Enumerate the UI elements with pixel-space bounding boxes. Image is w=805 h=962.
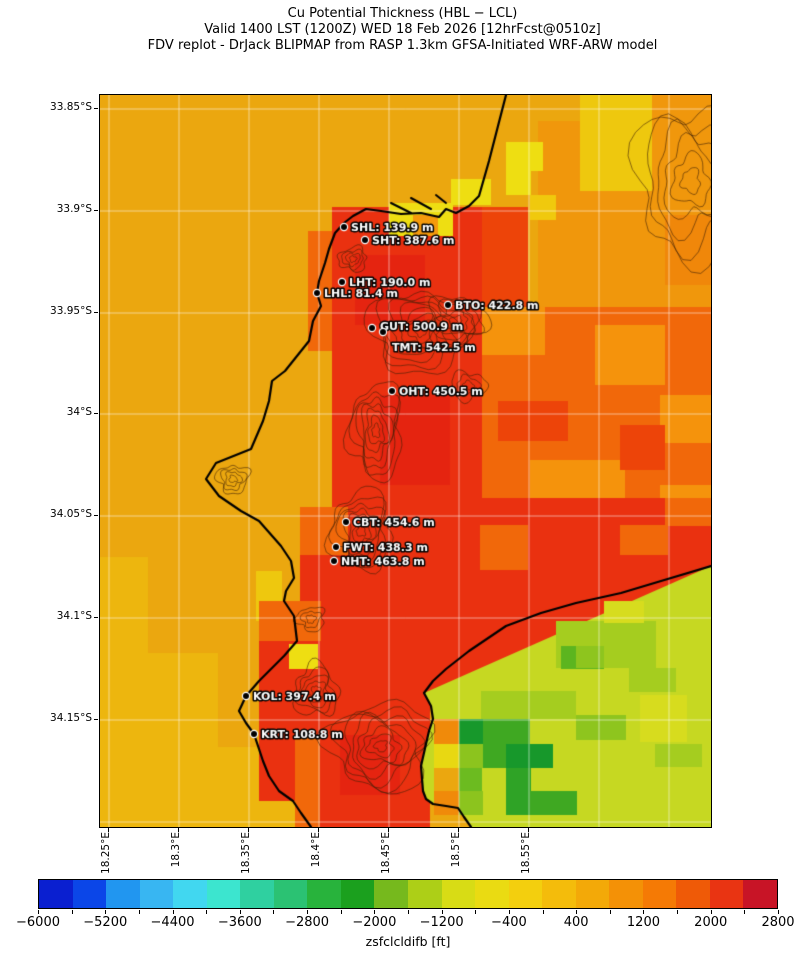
latitude-tick-mark <box>94 108 98 109</box>
longitude-tick-mark <box>318 828 319 832</box>
colorbar-tick-label: 400 <box>563 915 589 930</box>
longitude-tick-mark <box>528 828 529 832</box>
longitude-tick-label: 18.25°E <box>100 832 112 874</box>
colorbar-segment <box>642 880 677 908</box>
colorbar-tick-label: −6000 <box>16 915 60 930</box>
colorbar-tick-label: −400 <box>491 915 527 930</box>
colorbar-segment <box>441 880 476 908</box>
colorbar-tick-label: −5200 <box>83 915 128 930</box>
latitude-tick-label: 34.15°S <box>50 712 92 724</box>
colorbar-segment <box>575 880 610 908</box>
colorbar-segment <box>475 880 509 908</box>
colorbar-segment <box>340 880 375 908</box>
colorbar-segment <box>609 880 643 908</box>
colorbar-tick-mark <box>307 910 309 914</box>
colorbar-tick-mark <box>408 910 409 914</box>
plot-model-info: FDV replot - DrJack BLIPMAP from RASP 1.… <box>147 38 658 53</box>
longitude-tick-label: 18.35°E <box>240 832 252 874</box>
colorbar-tick-label: 2800 <box>761 915 795 930</box>
colorbar-segment <box>106 880 140 908</box>
colorbar-tick-mark <box>475 910 477 914</box>
longitude-tick-label: 18.5°E <box>450 832 462 868</box>
latitude-tick-mark <box>94 210 98 211</box>
colorbar-segment <box>139 880 174 908</box>
colorbar-tick-mark <box>38 910 39 914</box>
colorbar-tick-mark <box>273 910 275 914</box>
longitude-tick-label: 18.3°E <box>170 832 182 868</box>
colorbar-tick-mark <box>206 910 208 914</box>
latitude-tick-label: 33.95°S <box>50 305 92 317</box>
latitude-tick-mark <box>94 312 98 313</box>
colorbar-tick-mark <box>239 910 241 914</box>
colorbar-tick-mark <box>71 910 73 914</box>
longitude-tick-mark <box>248 828 249 832</box>
colorbar-segment <box>408 880 442 908</box>
colorbar-tick-label: −2000 <box>352 915 397 930</box>
heatmap-canvas <box>100 95 711 827</box>
colorbar-tick-mark <box>172 910 174 914</box>
colorbar-tick-mark <box>340 910 342 914</box>
colorbar-segment <box>676 880 710 908</box>
latitude-tick-mark <box>94 617 98 618</box>
colorbar-segment <box>173 880 207 908</box>
colorbar-tick-mark <box>609 910 611 914</box>
colorbar-tick-label: −3600 <box>217 915 262 930</box>
colorbar-segment <box>508 880 543 908</box>
colorbar-segment <box>374 880 409 908</box>
colorbar-segment <box>542 880 576 908</box>
plot-valid-time: Valid 1400 LST (1200Z) WED 18 Feb 2026 [… <box>204 22 601 37</box>
colorbar-tick-mark <box>374 910 376 914</box>
latitude-tick-label: 34.05°S <box>50 508 92 520</box>
colorbar-segment <box>709 880 744 908</box>
plot-title-block: Cu Potential Thickness (HBL − LCL) Valid… <box>0 6 805 54</box>
colorbar-segment <box>206 880 241 908</box>
colorbar-tick-mark <box>105 910 107 914</box>
colorbar-axis-label: zsfclcldifb [ft] <box>365 934 451 949</box>
latitude-tick-label: 33.9°S <box>56 203 92 215</box>
colorbar-segment <box>307 880 341 908</box>
colorbar-segment <box>72 880 107 908</box>
colorbar-segment <box>39 880 73 908</box>
colorbar-tick-label: 1200 <box>626 915 660 930</box>
longitude-tick-mark <box>458 828 459 832</box>
colorbar-tick-mark <box>576 910 578 914</box>
latitude-tick-label: 33.85°S <box>50 101 92 113</box>
latitude-tick-mark <box>94 515 98 516</box>
latitude-tick-mark <box>94 413 98 414</box>
latitude-tick-label: 34°S <box>66 406 92 418</box>
colorbar-tick-mark <box>138 910 140 914</box>
colorbar-tick-mark <box>542 910 544 914</box>
colorbar <box>38 879 778 909</box>
colorbar-tick-label: −1200 <box>419 915 464 930</box>
colorbar-tick-mark <box>744 910 746 914</box>
map-plot-area <box>99 94 712 828</box>
colorbar-tick-label: 2000 <box>694 915 728 930</box>
colorbar-segment <box>240 880 274 908</box>
colorbar-segment <box>273 880 308 908</box>
colorbar-tick-label: −4400 <box>150 915 195 930</box>
latitude-tick-label: 34.1°S <box>56 610 92 622</box>
longitude-tick-label: 18.45°E <box>380 832 392 874</box>
colorbar-tick-mark <box>778 910 779 914</box>
colorbar-tick-mark <box>441 910 443 914</box>
colorbar-tick-mark <box>643 910 645 914</box>
plot-title: Cu Potential Thickness (HBL − LCL) <box>287 6 518 21</box>
colorbar-tick-mark <box>677 910 679 914</box>
longitude-tick-mark <box>178 828 179 832</box>
latitude-tick-mark <box>94 719 98 720</box>
colorbar-segment <box>743 880 778 908</box>
longitude-tick-mark <box>388 828 389 832</box>
colorbar-tick-mark <box>710 910 712 914</box>
colorbar-tick-label: −2800 <box>285 915 330 930</box>
longitude-tick-mark <box>108 828 109 832</box>
colorbar-tick-mark <box>508 910 510 914</box>
longitude-tick-label: 18.4°E <box>310 832 322 868</box>
longitude-tick-label: 18.55°E <box>520 832 532 874</box>
